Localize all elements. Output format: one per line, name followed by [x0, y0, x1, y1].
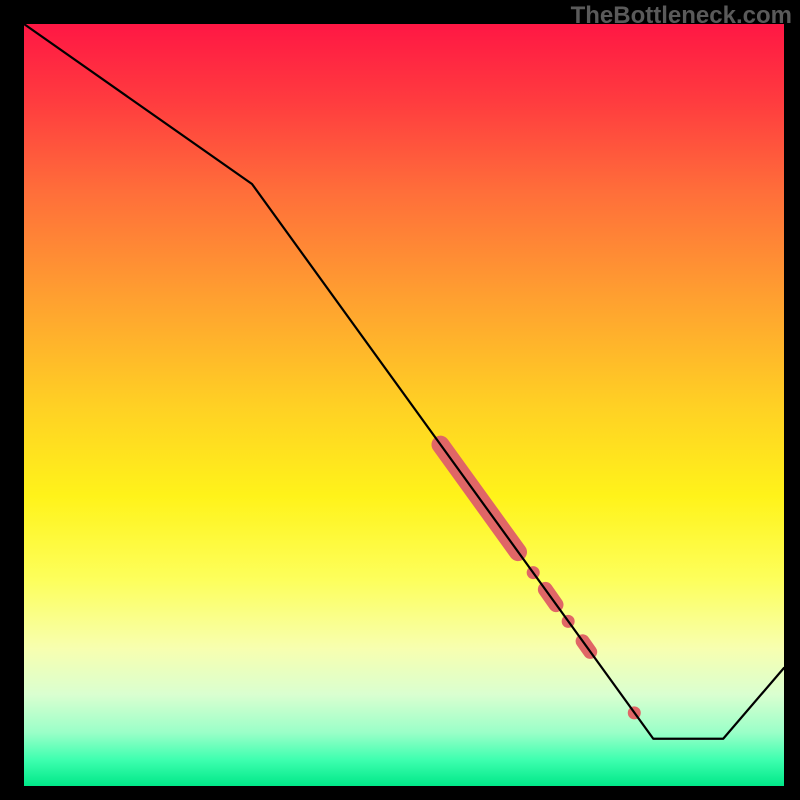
plot-background: [24, 24, 784, 786]
watermark-text: TheBottleneck.com: [571, 2, 792, 30]
chart-svg: [0, 0, 800, 800]
bottleneck-chart: TheBottleneck.com: [0, 0, 800, 800]
